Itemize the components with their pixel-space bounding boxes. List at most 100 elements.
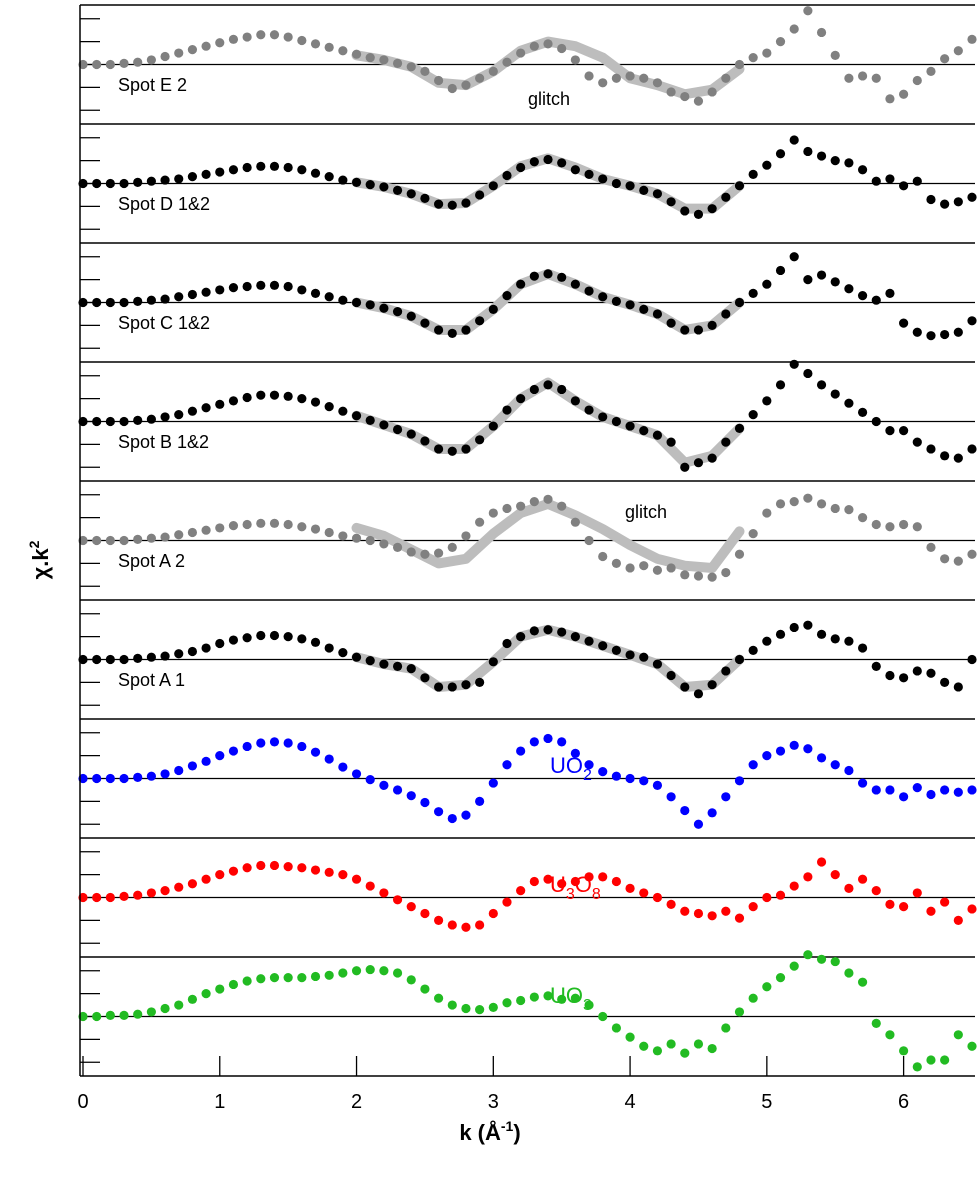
data-point	[228, 165, 239, 175]
data-point	[871, 73, 881, 83]
data-point	[228, 979, 239, 990]
panel-label: Spot A 2	[118, 551, 185, 571]
data-point	[543, 733, 553, 744]
data-point	[557, 384, 567, 395]
data-point	[953, 197, 963, 207]
data-point	[228, 746, 239, 756]
data-point	[283, 632, 293, 642]
data-point	[324, 867, 334, 877]
data-point	[816, 629, 827, 639]
data-point	[187, 646, 198, 657]
data-point	[803, 872, 813, 882]
data-point	[625, 650, 635, 660]
data-point	[187, 289, 198, 300]
data-point	[543, 154, 553, 165]
data-point	[174, 410, 184, 420]
data-point	[734, 654, 745, 665]
data-point	[666, 563, 676, 573]
data-point	[926, 1055, 936, 1065]
data-point	[475, 517, 485, 527]
data-point	[611, 416, 622, 427]
data-point	[625, 883, 635, 893]
data-point	[228, 396, 239, 406]
data-point	[201, 403, 211, 413]
y-label-part: χ.k	[28, 548, 53, 580]
data-point	[406, 975, 416, 985]
data-point	[926, 331, 936, 341]
data-point	[392, 785, 403, 795]
data-point	[871, 295, 881, 305]
data-point	[338, 648, 348, 658]
data-point	[912, 1062, 922, 1072]
data-point	[174, 48, 184, 58]
data-point	[693, 571, 704, 581]
data-point	[844, 73, 854, 83]
data-point	[693, 908, 704, 919]
data-point	[625, 563, 635, 573]
data-point	[543, 494, 553, 504]
data-point	[228, 635, 239, 645]
data-point	[529, 992, 539, 1002]
data-point	[146, 414, 156, 424]
data-point	[762, 892, 772, 903]
data-point	[174, 765, 184, 776]
data-point	[297, 522, 307, 532]
x-axis-label: k (Å-1)	[459, 1118, 520, 1145]
data-point	[324, 172, 334, 182]
data-point	[488, 778, 498, 788]
data-point	[310, 524, 321, 534]
data-point	[242, 392, 252, 403]
data-point	[639, 1041, 649, 1051]
data-point	[816, 151, 827, 161]
data-point	[557, 501, 567, 511]
x-tick-label: 5	[761, 1091, 772, 1113]
data-point	[885, 899, 895, 909]
data-point	[461, 1003, 471, 1014]
data-point	[940, 785, 950, 795]
data-point	[953, 1030, 963, 1040]
x-tick-label: 1	[214, 1091, 225, 1113]
data-point	[269, 518, 280, 528]
data-point	[502, 170, 512, 181]
data-point	[174, 292, 184, 302]
data-point	[844, 284, 854, 294]
data-point	[625, 300, 635, 310]
data-point	[639, 776, 649, 786]
data-point	[256, 161, 266, 171]
data-point	[215, 285, 225, 295]
data-point	[940, 897, 950, 907]
data-point	[666, 87, 676, 97]
data-point	[899, 426, 909, 436]
data-point	[557, 627, 567, 637]
data-point	[201, 169, 211, 179]
data-point	[926, 542, 936, 552]
data-point	[844, 765, 854, 776]
data-point	[215, 984, 225, 994]
data-point	[680, 325, 690, 335]
data-point	[105, 297, 115, 308]
label-subscript: 2	[583, 767, 592, 784]
data-point	[625, 773, 635, 784]
data-point	[201, 41, 211, 51]
data-point	[611, 558, 622, 568]
data-point	[652, 430, 663, 440]
data-point	[789, 961, 799, 971]
data-point	[324, 292, 334, 302]
data-point	[940, 199, 950, 209]
data-point	[516, 48, 526, 58]
data-point	[830, 634, 840, 644]
data-point	[584, 169, 594, 179]
data-point	[885, 426, 895, 436]
data-point	[174, 530, 184, 540]
data-point	[652, 78, 663, 88]
data-point	[584, 535, 594, 546]
data-point	[721, 73, 731, 83]
data-point	[707, 320, 717, 330]
data-point	[146, 1007, 156, 1017]
data-point	[570, 876, 580, 887]
data-point	[721, 666, 731, 676]
data-point	[816, 499, 827, 509]
y-label-sup: 2	[26, 540, 42, 548]
data-point	[816, 380, 827, 390]
data-point	[434, 325, 444, 335]
